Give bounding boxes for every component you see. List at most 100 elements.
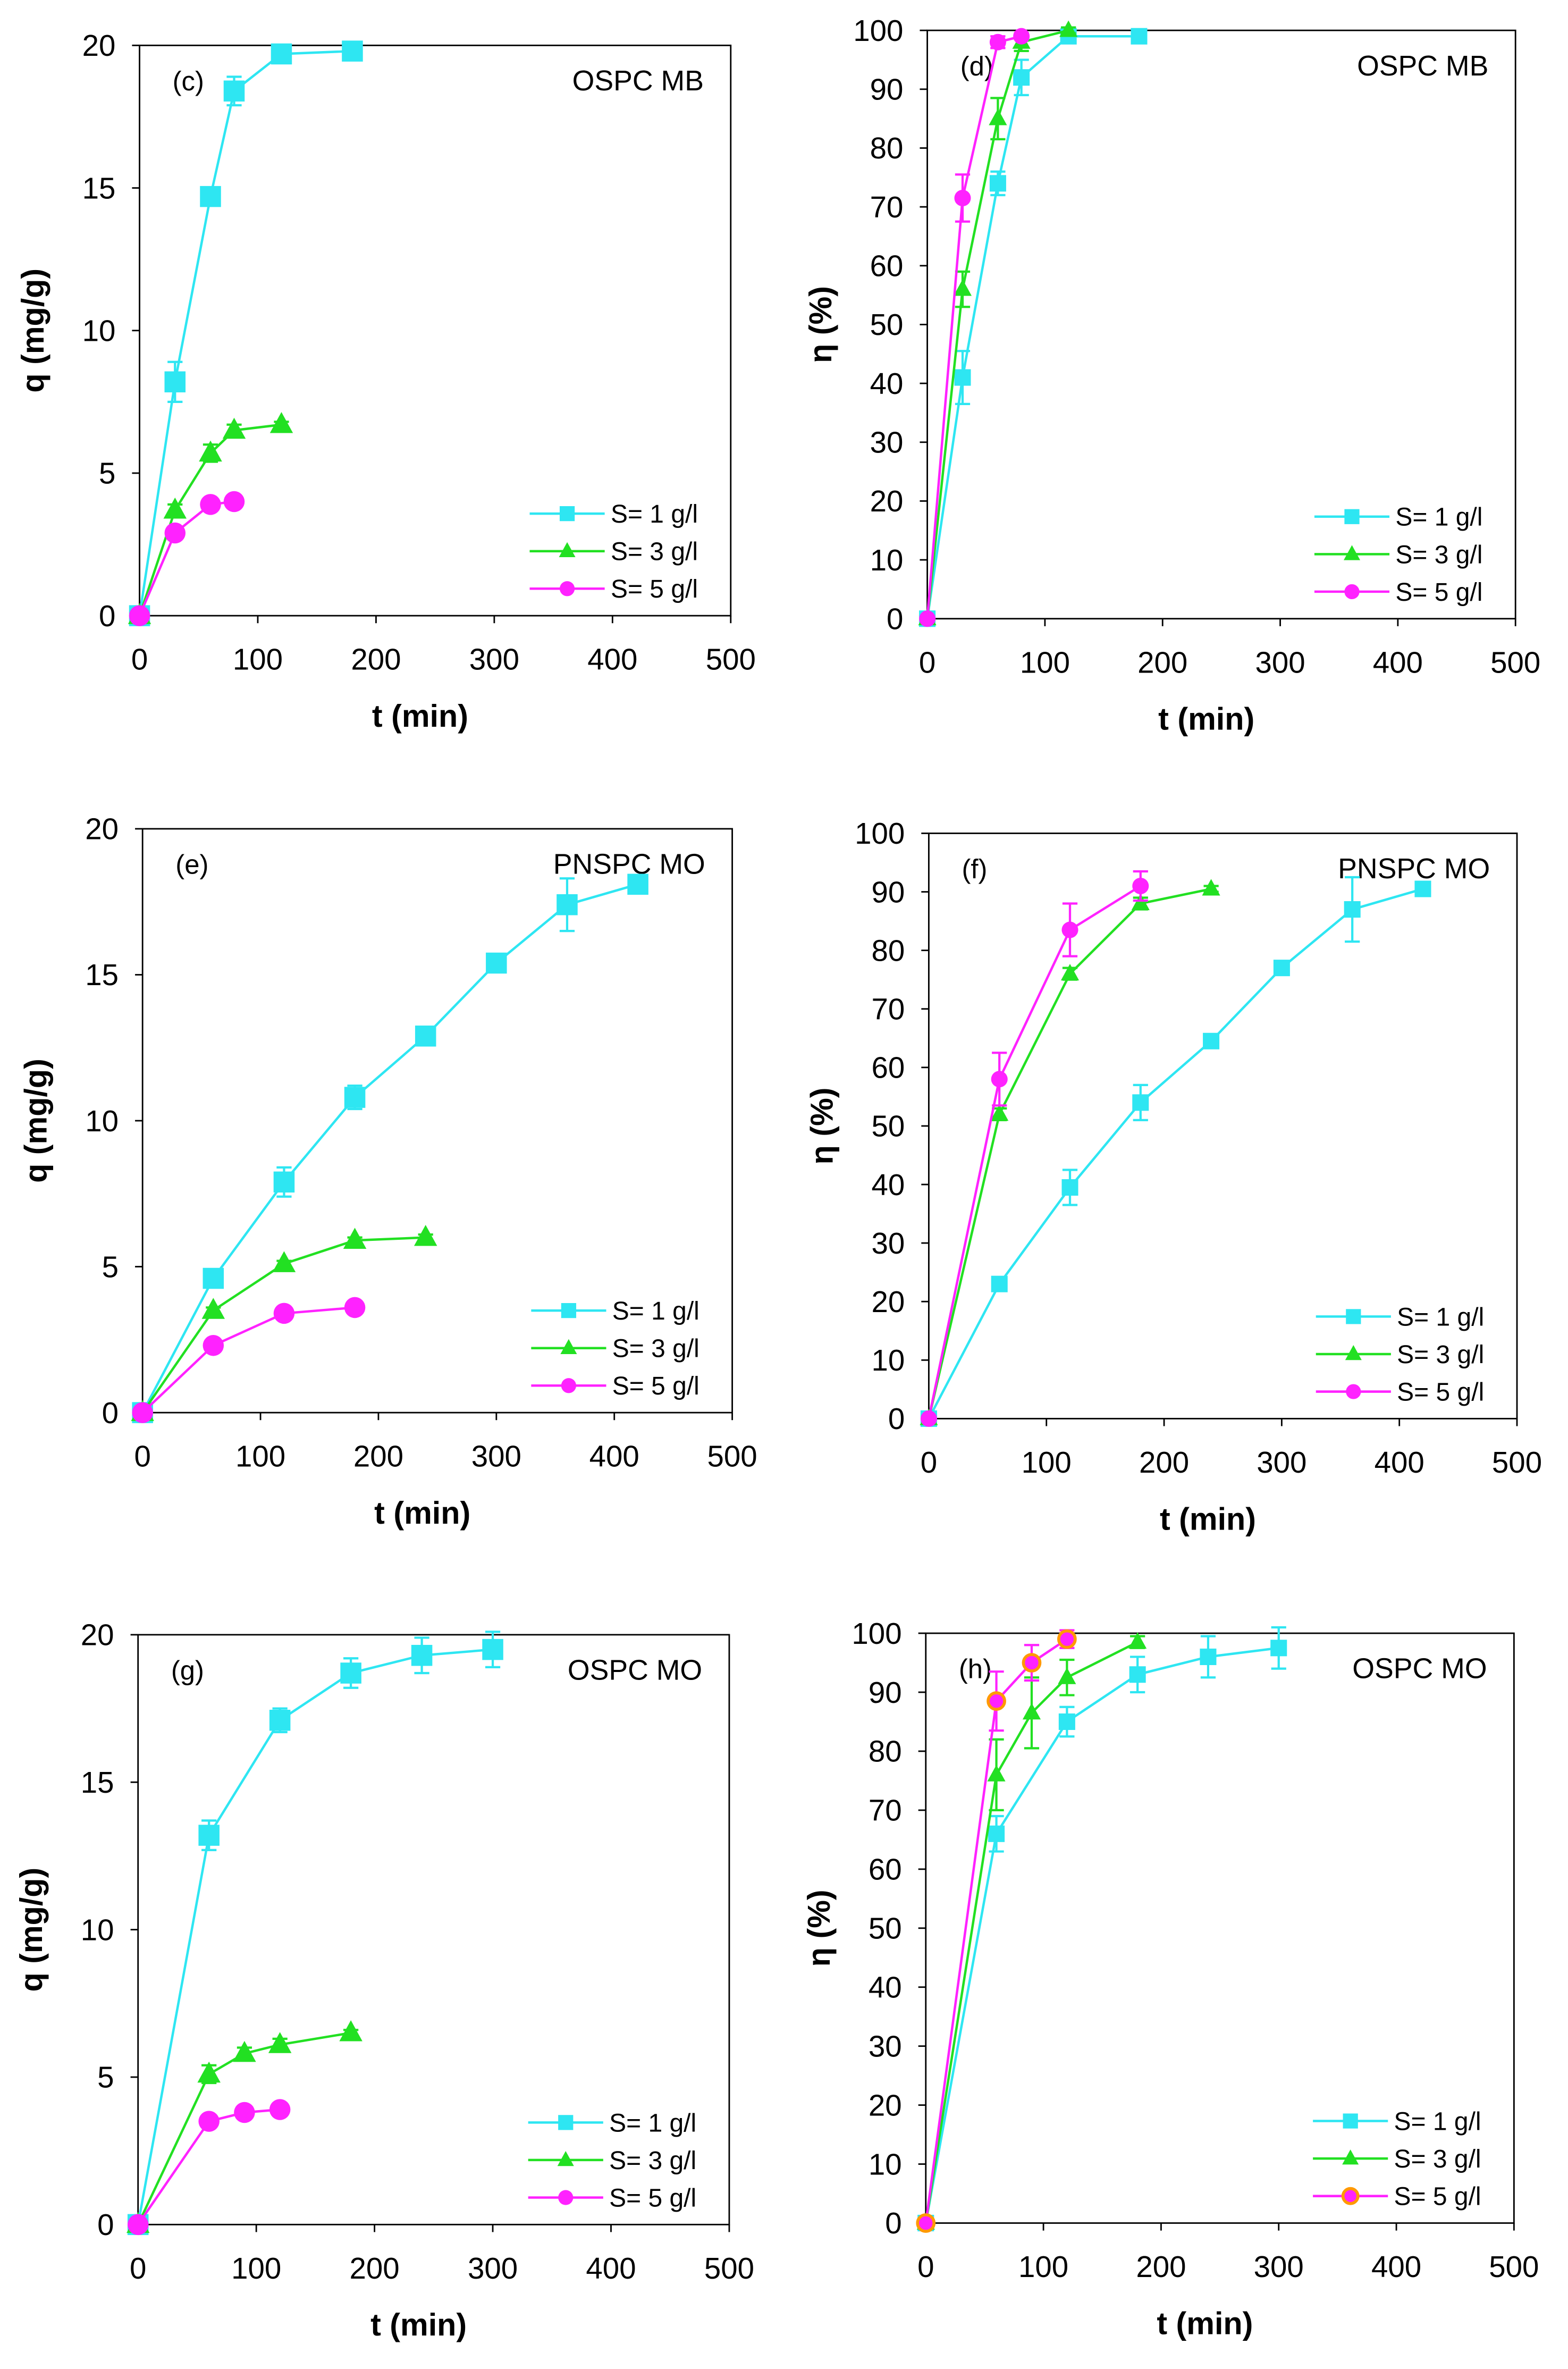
- series-line: [926, 35, 1022, 619]
- x-axis-label: t (min): [372, 698, 468, 734]
- square-marker: [1129, 1666, 1146, 1683]
- y-tick-label: 10: [82, 314, 116, 347]
- x-tick-label: 100: [1018, 2250, 1068, 2283]
- series-s-1-g-l: [129, 40, 363, 626]
- y-tick-label: 15: [81, 1766, 114, 1799]
- y-tick-label: 0: [99, 599, 115, 633]
- triangle-marker: [987, 1765, 1006, 1782]
- square-marker: [557, 894, 578, 915]
- x-tick-label: 500: [706, 643, 756, 676]
- legend-entry: S= 1 g/l: [1316, 1303, 1484, 1331]
- y-tick-label: 50: [870, 308, 904, 341]
- x-tick-label: 300: [1254, 2250, 1304, 2283]
- triangle-marker: [953, 279, 972, 296]
- legend-label: S= 5 g/l: [1397, 1379, 1484, 1407]
- series-s-1-g-l: [919, 28, 1148, 627]
- x-tick-label: 100: [235, 1440, 285, 1473]
- circle-marker: [1344, 584, 1360, 600]
- y-tick-label: 10: [870, 543, 904, 577]
- series-s-5-g-l: [129, 491, 245, 626]
- chart-title: OSPC MB: [572, 65, 704, 97]
- circle-marker: [1057, 1629, 1077, 1649]
- legend-label: S= 1 g/l: [611, 500, 698, 528]
- x-tick-label: 200: [1137, 645, 1187, 679]
- triangle-marker: [339, 2020, 363, 2042]
- series-line: [137, 1648, 493, 2225]
- series-s-5-g-l: [132, 1297, 366, 1423]
- square-marker: [954, 369, 971, 386]
- legend-entry: S= 5 g/l: [528, 2184, 696, 2212]
- legend-label: S= 5 g/l: [609, 2184, 696, 2212]
- legend-label: S= 1 g/l: [1394, 2107, 1481, 2136]
- circle-marker: [987, 1691, 1006, 1711]
- y-tick-label: 20: [871, 1285, 905, 1318]
- y-axis-label: q (mg/g): [18, 1059, 54, 1183]
- square-marker: [627, 873, 648, 895]
- y-tick-label: 0: [885, 2206, 901, 2240]
- square-marker: [1346, 1309, 1361, 1324]
- legend-label: S= 5 g/l: [611, 575, 698, 603]
- square-marker: [269, 1709, 291, 1731]
- triangle-marker: [1345, 1345, 1362, 1360]
- series-line: [141, 883, 638, 1414]
- legend-entry: S= 5 g/l: [531, 1372, 699, 1400]
- series-s-1-g-l: [127, 1631, 503, 2236]
- circle-marker: [129, 605, 150, 626]
- circle-marker: [203, 1335, 224, 1356]
- x-axis-label: t (min): [1158, 701, 1254, 737]
- series-line: [138, 500, 234, 616]
- triangle-marker: [1342, 2149, 1359, 2165]
- circle-marker: [1013, 28, 1030, 45]
- x-tick-label: 100: [1022, 1446, 1072, 1479]
- series-line: [928, 887, 1423, 1419]
- triangle-marker: [560, 1339, 577, 1354]
- triangle-marker: [343, 1228, 367, 1249]
- legend-label: S= 1 g/l: [609, 2109, 696, 2137]
- square-marker: [561, 1303, 577, 1318]
- series-line: [138, 49, 353, 616]
- x-tick-label: 400: [1371, 2250, 1421, 2283]
- circle-marker: [127, 2214, 149, 2236]
- y-axis-label: η (%): [804, 1087, 840, 1164]
- legend-label: S= 1 g/l: [612, 1297, 699, 1325]
- square-marker: [271, 43, 292, 65]
- series-line: [928, 885, 1141, 1419]
- x-tick-label: 500: [1489, 2250, 1539, 2283]
- square-marker: [1343, 2113, 1358, 2129]
- triangle-marker: [990, 1104, 1009, 1121]
- circle-marker: [132, 1402, 153, 1423]
- x-tick-label: 0: [921, 1446, 937, 1479]
- triangle-marker: [414, 1224, 437, 1246]
- triangle-marker: [199, 440, 222, 462]
- chart-panel-g: 0 100 200 300 400 500 0 5 10 15 20 t (min) q (mg/g) (…: [13, 1618, 754, 2343]
- y-tick-label: 5: [99, 457, 115, 490]
- chart-title: PNSPC MO: [1338, 853, 1490, 885]
- y-tick-label: 20: [870, 484, 904, 518]
- circle-marker: [1346, 1384, 1361, 1399]
- plot-area: [139, 44, 732, 617]
- circle-marker: [1132, 877, 1149, 895]
- x-tick-label: 200: [1136, 2250, 1186, 2283]
- x-tick-label: 500: [704, 2252, 754, 2285]
- y-tick-label: 80: [870, 131, 904, 165]
- series-s-3-g-l: [920, 879, 1220, 1425]
- series-s-3-g-l: [126, 2020, 363, 2233]
- x-tick-label: 500: [1492, 1446, 1542, 1479]
- y-tick-label: 50: [869, 1912, 902, 1945]
- square-marker: [1344, 509, 1360, 524]
- circle-marker: [200, 494, 221, 515]
- square-marker: [1200, 1648, 1217, 1665]
- chart-panel-c: 0 100 200 300 400 500 0 5 10 15 20 t (min) q (mg/g) (…: [15, 29, 756, 734]
- y-tick-label: 20: [82, 29, 116, 62]
- circle-marker: [558, 2190, 574, 2205]
- square-marker: [411, 1644, 433, 1666]
- legend-entry: S= 1 g/l: [1314, 503, 1482, 532]
- y-tick-label: 30: [871, 1226, 905, 1260]
- square-marker: [486, 952, 507, 974]
- circle-marker: [991, 1071, 1008, 1088]
- y-tick-label: 5: [97, 2061, 114, 2094]
- square-marker: [1061, 1179, 1078, 1196]
- chart-title: OSPC MO: [1352, 1653, 1487, 1685]
- x-tick-label: 100: [1020, 645, 1070, 679]
- series-s-3-g-l: [916, 1632, 1147, 2230]
